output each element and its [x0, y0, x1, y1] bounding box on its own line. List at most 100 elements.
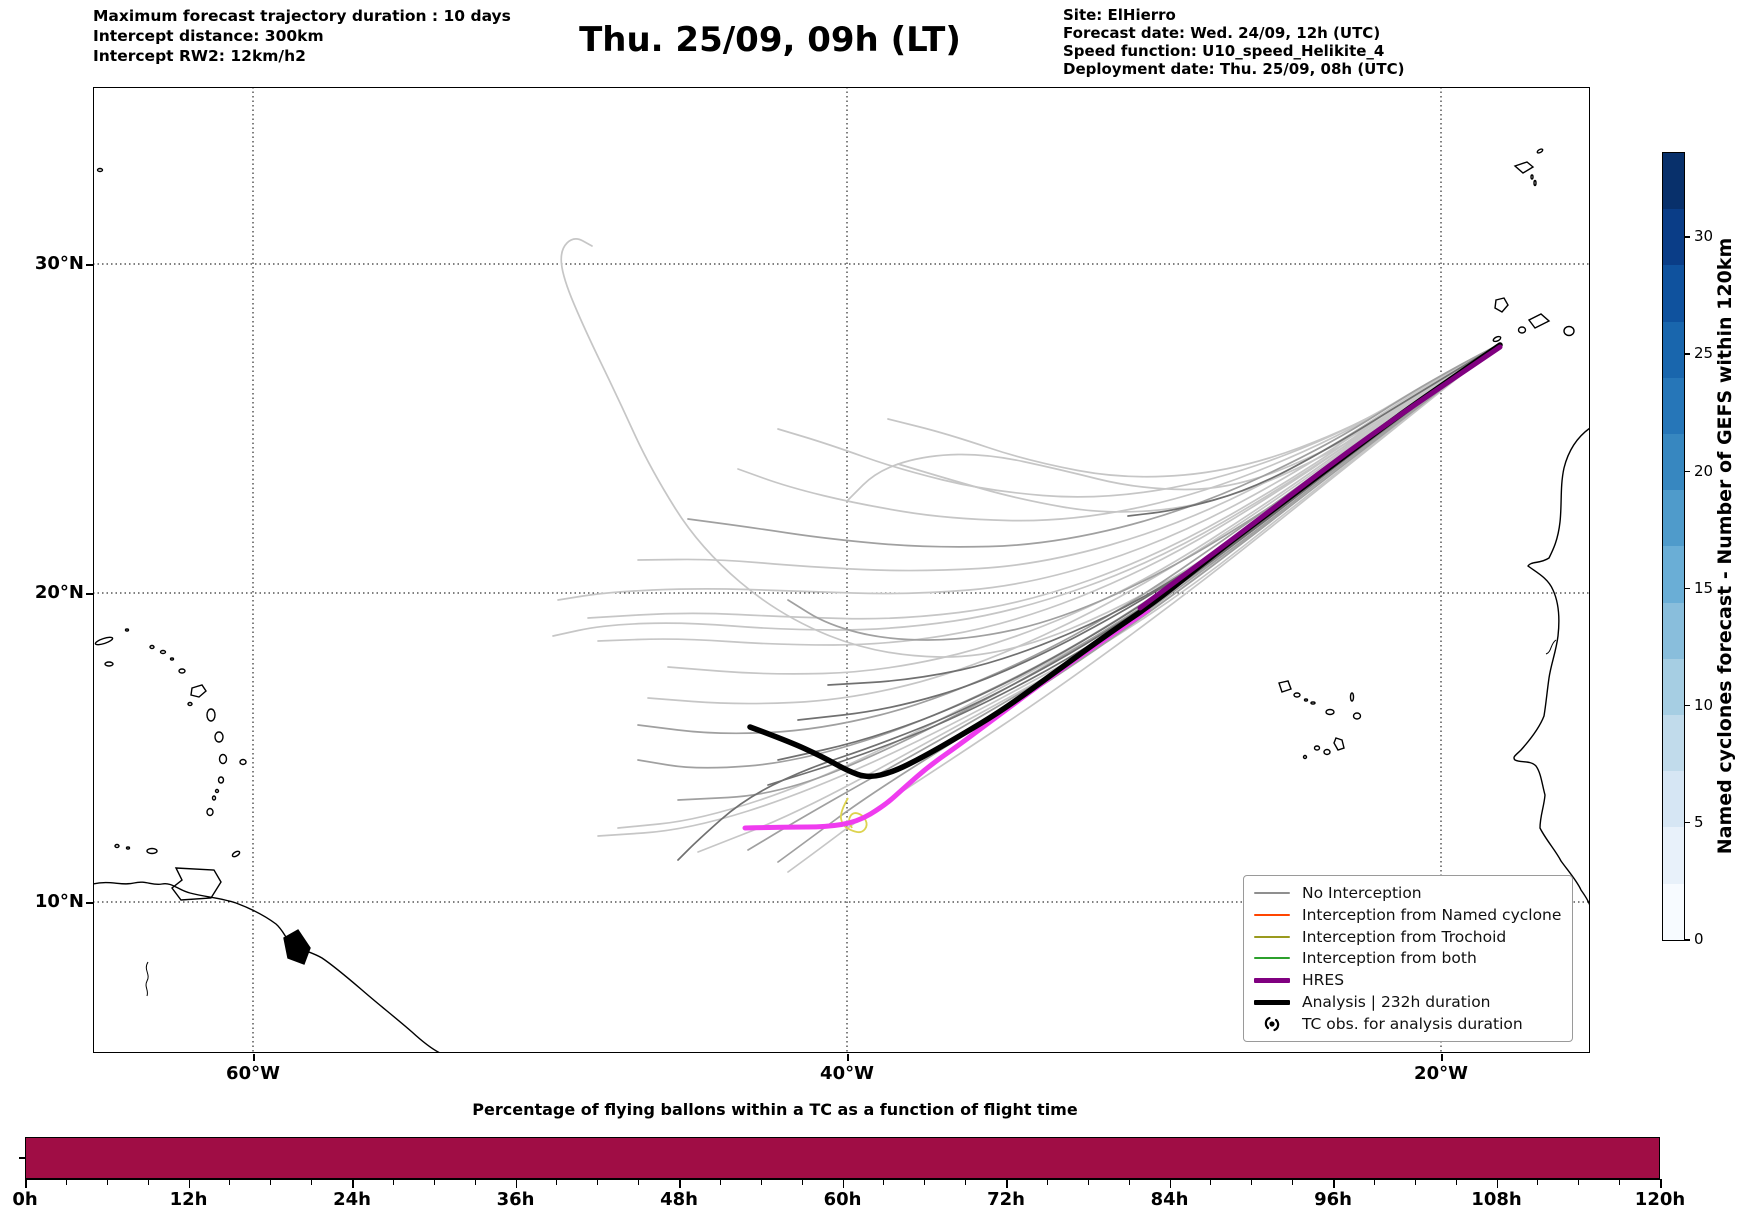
map-legend: No Interception Interception from Named c… — [1243, 875, 1573, 1042]
lon-tick-label: 60°W — [226, 1063, 280, 1084]
colorbar-tick-label: 20 — [1694, 461, 1714, 480]
bottom-minor-tick — [1414, 1180, 1416, 1185]
gefs-trajectory-no-interception — [597, 343, 1501, 837]
legend-line-swatch — [1254, 892, 1290, 894]
gefs-trajectory-no-interception — [587, 343, 1501, 620]
island-capeverde — [1303, 698, 1309, 702]
island-sal — [1349, 692, 1355, 702]
legend-item: Interception from Trochoid — [1254, 927, 1562, 947]
island — [149, 644, 155, 650]
island — [169, 657, 175, 661]
gefs-trajectory-no-interception — [1127, 343, 1501, 517]
island-bermuda — [96, 167, 104, 173]
colorbar-segment — [1663, 602, 1684, 659]
gefs-trajectory-no-interception — [777, 343, 1501, 863]
colorbar-segment — [1663, 490, 1684, 547]
legend-item: No Interception — [1254, 883, 1562, 903]
forecast-date-text: Forecast date: Wed. 24/09, 12h (UTC) — [1063, 24, 1381, 42]
island-la-gomera — [1517, 326, 1527, 334]
lon-tick-label: 20°W — [1414, 1063, 1468, 1084]
colorbar-segment — [1663, 715, 1684, 772]
lon-tick-mark — [253, 1054, 255, 1061]
lat-tick-mark — [86, 593, 93, 595]
colorbar-tick-mark — [1684, 939, 1690, 941]
island-dominica — [206, 708, 216, 722]
island-trinidad — [171, 867, 222, 901]
bottom-major-tick — [1006, 1180, 1008, 1188]
bottom-major-tick — [515, 1180, 517, 1188]
island — [211, 795, 217, 801]
gefs-trajectory-no-interception — [787, 343, 1501, 873]
bottom-major-tick — [1496, 1180, 1498, 1188]
bottom-major-tick — [188, 1180, 190, 1188]
island-guadeloupe — [190, 684, 207, 698]
bottom-minor-tick — [719, 1180, 721, 1185]
colorbar-segment — [1663, 209, 1684, 266]
bottom-minor-tick — [65, 1180, 67, 1185]
bottom-minor-tick — [1251, 1180, 1253, 1185]
island-brava — [1302, 754, 1308, 760]
bottom-tick-label: 72h — [987, 1189, 1025, 1210]
island — [94, 636, 114, 646]
bottom-tick-label: 36h — [496, 1189, 535, 1210]
legend-line-swatch — [1254, 957, 1290, 960]
island-tobago — [231, 850, 241, 858]
bottom-major-tick — [25, 1180, 27, 1188]
tc-obs-icon — [1254, 1014, 1290, 1034]
bottom-tick-label: 0h — [12, 1189, 38, 1210]
island — [124, 628, 130, 632]
colorbar-tick-mark — [1684, 470, 1690, 473]
colorbar-segment — [1663, 153, 1684, 210]
bottom-minor-tick — [1578, 1180, 1580, 1185]
island — [159, 649, 167, 655]
speed-function-text: Speed function: U10_speed_Helikite_4 — [1063, 42, 1385, 60]
river — [145, 961, 149, 997]
lat-tick-label: 30°N — [34, 253, 84, 274]
forecast-params-block: Maximum forecast trajectory duration : 1… — [93, 6, 511, 66]
lat-tick-mark — [86, 264, 93, 266]
hres-track-purple — [1137, 344, 1503, 611]
island-stlucia — [218, 753, 228, 765]
colorbar-tick-label: 30 — [1694, 227, 1714, 246]
bottom-minor-tick — [965, 1180, 967, 1185]
colorbar-segment — [1663, 265, 1684, 322]
gefs-trajectory-no-interception — [777, 343, 1501, 761]
colorbar-tick-mark — [1684, 821, 1690, 824]
orinoco-delta — [283, 929, 311, 965]
bottom-minor-tick — [801, 1180, 803, 1185]
legend-label: TC obs. for analysis duration — [1302, 1014, 1523, 1033]
island-madeira — [1513, 161, 1535, 174]
island-tenerife — [1527, 313, 1551, 329]
islet — [1530, 174, 1534, 180]
island — [214, 788, 220, 794]
legend-line — [1254, 913, 1290, 916]
bottom-minor-tick — [1292, 1180, 1294, 1185]
colorbar-tick-mark — [1684, 587, 1690, 590]
legend-item: HRES — [1254, 970, 1562, 990]
lat-tick-label: 20°N — [34, 582, 84, 603]
bottom-chart-ytick — [19, 1157, 25, 1159]
legend-item: Interception from both — [1254, 948, 1562, 968]
bottom-tick-label: 120h — [1634, 1189, 1686, 1210]
island — [178, 668, 186, 674]
colorbar-title: Named cyclones forecast - Number of GEFS… — [1714, 237, 1736, 855]
gefs-trajectory-no-interception — [552, 343, 1501, 637]
colorbar-tick-label: 10 — [1694, 695, 1714, 714]
legend-line — [1254, 892, 1290, 894]
bottom-tick-label: 108h — [1471, 1189, 1522, 1210]
bottom-minor-tick — [229, 1180, 231, 1185]
bottom-minor-tick — [1455, 1180, 1457, 1185]
colorbar — [1662, 152, 1685, 941]
coastlines — [93, 148, 1590, 1053]
legend-label: Interception from both — [1302, 949, 1477, 968]
gefs-trajectory-no-interception — [667, 343, 1501, 675]
bottom-tick-label: 60h — [823, 1189, 862, 1210]
legend-item: Analysis | 232h duration — [1254, 992, 1562, 1012]
legend-label: Interception from Trochoid — [1302, 927, 1507, 946]
bottom-minor-tick — [106, 1180, 108, 1185]
colorbar-segment — [1663, 658, 1684, 716]
bottom-minor-tick — [1619, 1180, 1621, 1185]
island-grenada — [206, 807, 214, 817]
